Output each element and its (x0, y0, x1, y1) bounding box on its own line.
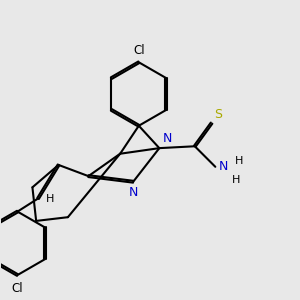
Text: H: H (46, 194, 55, 203)
Text: N: N (128, 186, 138, 199)
Text: N: N (162, 132, 172, 145)
Text: H: H (232, 175, 241, 185)
Text: H: H (235, 156, 243, 166)
Text: N: N (218, 160, 228, 173)
Text: S: S (214, 108, 223, 121)
Text: Cl: Cl (12, 282, 23, 295)
Text: Cl: Cl (133, 44, 145, 57)
